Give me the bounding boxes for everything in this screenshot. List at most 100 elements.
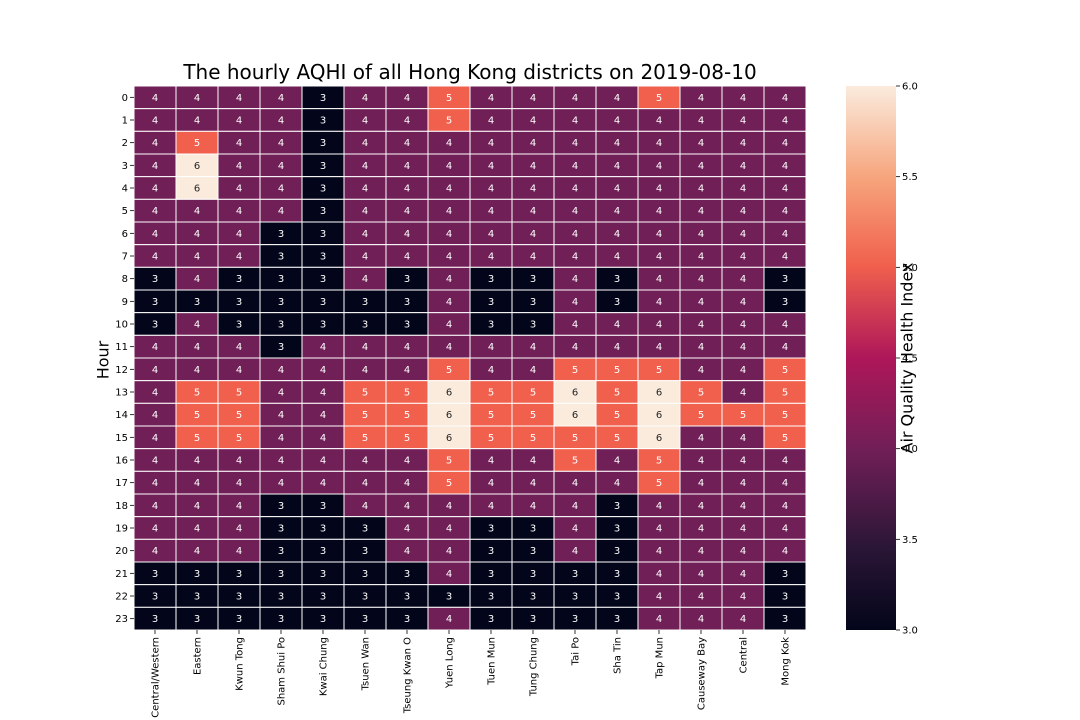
cell-value-label: 4 — [530, 116, 536, 127]
cell-value-label: 4 — [320, 433, 326, 444]
cell-value-label: 3 — [278, 501, 284, 512]
cell-value-label: 4 — [740, 93, 746, 104]
cell-value-label: 3 — [614, 524, 620, 535]
cell-value-label: 4 — [152, 546, 158, 557]
cell-value-label: 4 — [488, 229, 494, 240]
cell-value-label: 4 — [656, 274, 662, 285]
cell-value-label: 4 — [488, 501, 494, 512]
cell-value-label: 5 — [362, 433, 368, 444]
cell-value-label: 4 — [530, 206, 536, 217]
cell-value-label: 4 — [236, 184, 242, 195]
cell-value-label: 3 — [194, 592, 200, 603]
cell-value-label: 4 — [236, 456, 242, 467]
colorbar-tick-label: 5.0 — [902, 263, 918, 274]
cell-value-label: 4 — [278, 456, 284, 467]
cell-value-label: 5 — [782, 410, 788, 421]
y-tick-label: 10 — [115, 320, 128, 331]
cell-value-label: 5 — [236, 410, 242, 421]
cell-value-label: 3 — [488, 297, 494, 308]
cell-value-label: 3 — [404, 614, 410, 625]
y-tick-label: 1 — [122, 116, 128, 127]
cell-value-label: 3 — [488, 592, 494, 603]
y-tick-label: 0 — [122, 93, 128, 104]
x-tick-label: Tap Mun — [655, 637, 666, 679]
cell-value-label: 4 — [194, 206, 200, 217]
cell-value-label: 4 — [740, 592, 746, 603]
cell-value-label: 4 — [446, 614, 452, 625]
cell-value-label: 5 — [572, 365, 578, 376]
cell-value-label: 5 — [572, 456, 578, 467]
cell-value-label: 3 — [362, 546, 368, 557]
x-tick-label: Sham Shui Po — [277, 637, 288, 706]
cell-value-label: 5 — [530, 433, 536, 444]
cell-value-label: 4 — [782, 524, 788, 535]
cell-value-label: 4 — [782, 138, 788, 149]
colorbar: 3.0 3.5 4.0 4.5 5.0 5.5 6.0 — [846, 82, 918, 637]
cell-value-label: 4 — [530, 342, 536, 353]
cell-value-label: 4 — [530, 456, 536, 467]
cell-value-label: 4 — [320, 342, 326, 353]
cell-value-label: 4 — [152, 524, 158, 535]
cell-value-label: 4 — [782, 206, 788, 217]
cell-value-label: 4 — [698, 252, 704, 263]
cell-value-label: 4 — [614, 342, 620, 353]
cell-value-label: 4 — [488, 184, 494, 195]
cell-value-label: 5 — [194, 410, 200, 421]
cell-value-label: 4 — [656, 320, 662, 331]
cell-value-label: 5 — [236, 388, 242, 399]
cell-value-label: 4 — [362, 229, 368, 240]
cell-value-label: 4 — [194, 342, 200, 353]
cell-value-label: 5 — [488, 433, 494, 444]
cell-value-label: 4 — [740, 320, 746, 331]
cell-value-label: 5 — [446, 478, 452, 489]
cell-value-label: 3 — [614, 501, 620, 512]
cell-value-label: 4 — [446, 546, 452, 557]
cell-value-label: 4 — [698, 274, 704, 285]
cell-value-label: 3 — [404, 592, 410, 603]
cell-value-label: 4 — [362, 161, 368, 172]
cell-value-label: 3 — [614, 297, 620, 308]
cell-value-label: 4 — [278, 206, 284, 217]
cell-value-label: 4 — [152, 456, 158, 467]
cell-value-label: 3 — [530, 320, 536, 331]
cell-value-label: 4 — [740, 274, 746, 285]
cell-value-label: 4 — [194, 365, 200, 376]
y-tick-label: 6 — [122, 229, 128, 240]
cell-value-label: 4 — [446, 524, 452, 535]
colorbar-tick-label: 5.5 — [902, 172, 918, 183]
cell-value-label: 4 — [698, 501, 704, 512]
cell-value-label: 4 — [320, 388, 326, 399]
cell-value-label: 4 — [740, 569, 746, 580]
cell-value-label: 3 — [320, 116, 326, 127]
cell-value-label: 4 — [194, 501, 200, 512]
cell-value-label: 4 — [152, 138, 158, 149]
cell-value-label: 4 — [782, 184, 788, 195]
cell-value-label: 3 — [278, 614, 284, 625]
cell-value-label: 5 — [446, 456, 452, 467]
y-tick-label: 16 — [115, 456, 128, 467]
cell-value-label: 3 — [488, 274, 494, 285]
cell-value-label: 4 — [782, 252, 788, 263]
cell-value-label: 3 — [488, 546, 494, 557]
cell-value-label: 5 — [488, 410, 494, 421]
cell-value-label: 5 — [362, 388, 368, 399]
cell-value-label: 3 — [320, 614, 326, 625]
cell-value-label: 4 — [278, 138, 284, 149]
x-tick-label: Yuen Long — [445, 637, 456, 689]
cell-value-label: 3 — [278, 546, 284, 557]
cell-value-label: 3 — [614, 614, 620, 625]
cell-value-label: 4 — [698, 161, 704, 172]
cell-value-label: 4 — [194, 456, 200, 467]
cell-value-label: 5 — [404, 433, 410, 444]
cell-value-label: 3 — [614, 274, 620, 285]
cell-value-label: 4 — [572, 206, 578, 217]
cell-value-label: 5 — [614, 410, 620, 421]
cell-value-label: 4 — [530, 252, 536, 263]
cell-value-label: 4 — [782, 456, 788, 467]
cell-value-label: 4 — [656, 524, 662, 535]
cell-value-label: 6 — [194, 161, 200, 172]
cell-value-label: 4 — [698, 365, 704, 376]
cell-value-label: 3 — [572, 614, 578, 625]
cell-value-label: 4 — [740, 524, 746, 535]
